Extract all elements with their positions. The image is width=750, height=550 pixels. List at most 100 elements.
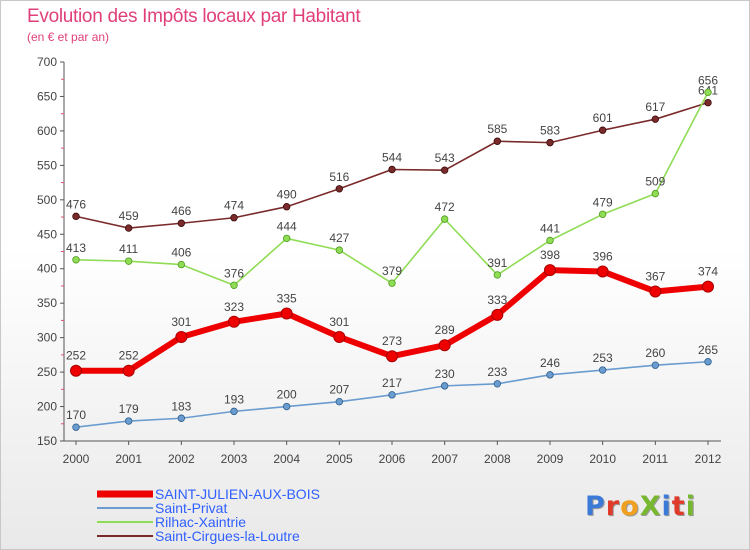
data-label-3: 543 (435, 151, 455, 165)
data-point-2 (388, 279, 396, 287)
data-label-2: 479 (593, 195, 613, 209)
data-point-1 (335, 398, 344, 406)
data-label-2: 472 (435, 200, 455, 214)
legend-label: Saint-Privat (155, 500, 228, 516)
data-label-2: 413 (66, 241, 86, 255)
data-point-1 (598, 366, 607, 374)
data-label-0: 273 (382, 334, 402, 348)
data-point-0 (122, 364, 135, 377)
logo-letter: t (671, 491, 686, 522)
data-label-0: 252 (66, 349, 86, 363)
data-label-1: 246 (540, 356, 560, 370)
data-point-0 (333, 330, 346, 343)
data-point-2 (230, 281, 238, 289)
data-point-2 (598, 210, 607, 218)
logo-letter: i (685, 491, 696, 522)
data-label-2: 376 (224, 266, 244, 280)
data-point-3 (124, 224, 133, 232)
data-label-3: 459 (119, 209, 139, 223)
data-label-0: 396 (593, 249, 613, 263)
x-tick-label: 2008 (484, 452, 511, 466)
data-point-0 (649, 285, 662, 298)
data-label-3: 466 (171, 204, 191, 218)
data-label-0: 252 (119, 349, 139, 363)
data-label-1: 179 (119, 402, 139, 416)
data-point-1 (282, 402, 291, 411)
data-point-2 (440, 215, 449, 223)
legend-swatch (97, 521, 153, 523)
data-point-0 (228, 315, 240, 328)
data-point-2 (72, 256, 80, 264)
data-point-3 (493, 137, 502, 145)
data-label-3: 544 (382, 150, 402, 164)
y-tick-label: 650 (37, 89, 57, 103)
data-point-0 (438, 339, 451, 352)
data-label-0: 301 (171, 315, 191, 329)
x-tick-label: 2012 (695, 452, 722, 466)
proxiti-logo: ProXiti (585, 491, 696, 522)
data-point-1 (493, 380, 502, 388)
data-point-1 (704, 358, 712, 366)
data-point-1 (546, 371, 554, 379)
x-tick-label: 2003 (221, 452, 248, 466)
data-label-0: 323 (224, 300, 244, 314)
data-point-0 (386, 350, 398, 363)
x-tick-label: 2004 (273, 452, 300, 466)
legend-label: Saint-Cirgues-la-Loutre (155, 528, 300, 544)
data-point-3 (704, 98, 712, 107)
x-tick-label: 2006 (379, 452, 406, 466)
data-label-2: 656 (698, 73, 718, 87)
y-tick-label: 250 (37, 365, 57, 379)
data-point-1 (72, 423, 80, 431)
logo-letter: P (585, 491, 606, 522)
data-point-2 (124, 257, 133, 265)
logo-letter: r (605, 491, 621, 522)
data-point-3 (230, 214, 238, 222)
data-point-2 (493, 271, 502, 279)
x-tick-label: 2002 (168, 452, 195, 466)
data-point-3 (335, 185, 344, 193)
data-label-3: 585 (487, 122, 507, 136)
data-label-1: 233 (487, 365, 507, 379)
data-point-1 (124, 417, 133, 425)
y-tick-label: 500 (37, 193, 57, 207)
data-point-0 (175, 330, 188, 343)
data-label-3: 583 (540, 124, 560, 138)
y-tick-label: 400 (37, 262, 57, 276)
data-point-3 (651, 115, 660, 123)
data-label-0: 289 (435, 323, 455, 337)
data-label-1: 260 (645, 346, 665, 360)
data-label-1: 200 (277, 388, 297, 402)
data-point-3 (598, 126, 607, 134)
logo-letter: i (661, 491, 672, 522)
data-point-3 (177, 219, 186, 227)
data-point-0 (702, 280, 714, 293)
y-tick-label: 150 (37, 434, 57, 448)
y-tick-label: 300 (37, 331, 57, 345)
data-point-1 (388, 391, 396, 399)
x-tick-label: 2011 (642, 452, 668, 466)
data-point-3 (388, 165, 396, 174)
data-label-0: 398 (540, 248, 560, 262)
y-tick-label: 450 (37, 227, 57, 241)
data-label-1: 183 (171, 399, 191, 413)
data-point-1 (651, 361, 660, 369)
data-point-2 (651, 189, 660, 198)
data-label-1: 193 (224, 392, 244, 406)
data-label-3: 474 (224, 199, 244, 213)
data-point-0 (70, 364, 82, 377)
data-point-0 (491, 308, 504, 321)
data-label-1: 230 (435, 367, 455, 381)
data-label-1: 207 (329, 383, 349, 397)
data-label-3: 617 (645, 100, 665, 114)
legend-swatch (97, 507, 153, 509)
data-point-0 (596, 265, 609, 278)
data-point-2 (177, 260, 186, 269)
x-tick-label: 2010 (589, 452, 616, 466)
data-label-0: 367 (645, 269, 665, 283)
x-tick-label: 2009 (537, 452, 564, 466)
legend-label: Rilhac-Xaintrie (155, 514, 247, 530)
data-point-2 (282, 234, 291, 243)
